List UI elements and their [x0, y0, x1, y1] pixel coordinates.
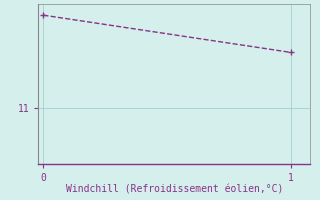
X-axis label: Windchill (Refroidissement éolien,°C): Windchill (Refroidissement éolien,°C)	[66, 184, 283, 194]
